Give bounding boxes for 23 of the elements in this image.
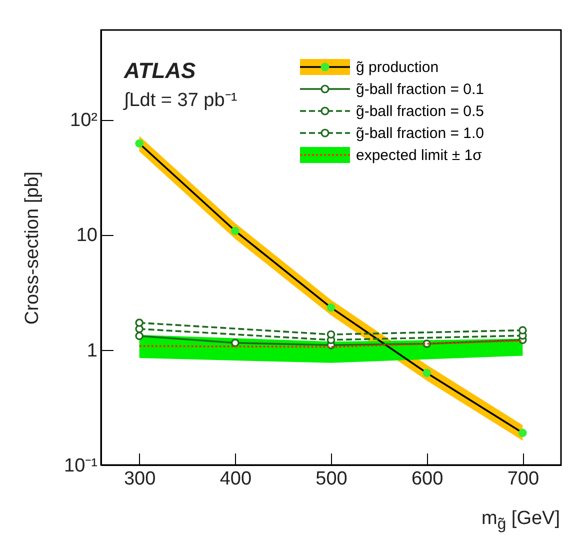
y-axis-title: Cross-section [pb] xyxy=(22,171,44,325)
y-tick-label: 10² xyxy=(70,110,98,132)
point xyxy=(231,338,240,348)
y-tick-label: 1 xyxy=(86,340,98,362)
point xyxy=(518,326,527,334)
point xyxy=(135,332,144,340)
legend-label: g̃-ball fraction = 1.0 xyxy=(356,124,484,142)
legend-label: expected limit ± 1σ xyxy=(356,146,482,164)
legend-label: g̃-ball fraction = 0.5 xyxy=(356,102,484,120)
y-tick-label: 10⁻¹ xyxy=(64,456,98,476)
x-tick-label: 400 xyxy=(220,468,252,490)
x-tick-label: 600 xyxy=(411,468,444,490)
point xyxy=(135,318,144,327)
x-tick-label: 500 xyxy=(316,468,348,490)
legend-label: g̃-ball fraction = 0.1 xyxy=(356,80,484,98)
annotation: ATLAS xyxy=(124,58,196,84)
point xyxy=(326,330,336,339)
y-tick-label: 10 xyxy=(76,225,98,246)
legend-label: g̃ production xyxy=(356,58,439,76)
x-axis-title: m$_{g̃}$ [GeV] xyxy=(482,508,560,534)
x-tick-label: 300 xyxy=(124,468,156,490)
x-tick-label: 700 xyxy=(507,468,540,490)
annotation: ∫Ldt = 37 pb⁻¹ xyxy=(124,89,238,112)
